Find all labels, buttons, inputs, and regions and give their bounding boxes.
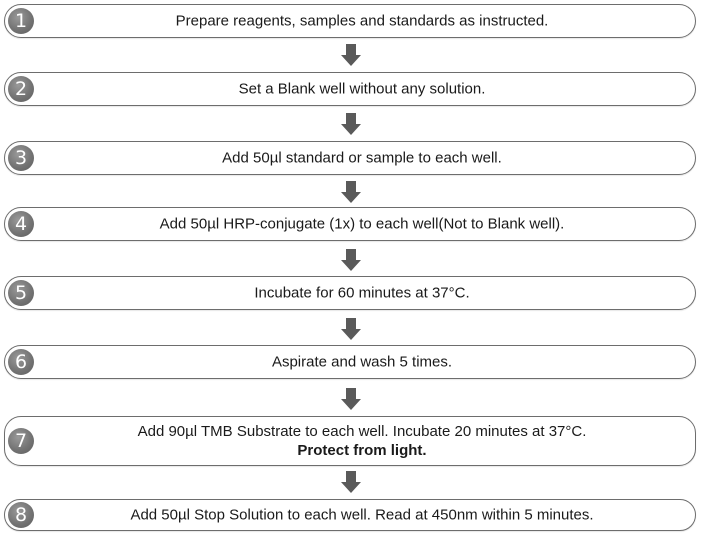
step-5-number-badge: 5 xyxy=(8,280,34,306)
down-arrow-icon xyxy=(341,113,361,135)
step-8-number-badge: 8 xyxy=(8,502,34,528)
down-arrow-icon xyxy=(341,388,361,410)
step-2-text: Set a Blank well without any solution. xyxy=(238,80,486,98)
step-1-number-badge: 1 xyxy=(8,8,34,34)
step-7-box: 7 Add 90µl TMB Substrate to each well. I… xyxy=(4,416,696,466)
step-7-number-badge: 7 xyxy=(8,428,34,454)
step-3-text: Add 50µl standard or sample to each well… xyxy=(222,149,502,167)
step-6-text: Aspirate and wash 5 times. xyxy=(271,353,453,371)
step-1-box: 1 Prepare reagents, samples and standard… xyxy=(4,4,696,38)
down-arrow-icon xyxy=(341,181,361,203)
step-8-text: Add 50µl Stop Solution to each well. Rea… xyxy=(130,506,594,524)
step-3-number-badge: 3 xyxy=(8,145,34,171)
step-2-box: 2 Set a Blank well without any solution. xyxy=(4,72,696,106)
step-6-number-badge: 6 xyxy=(8,349,34,375)
step-2-number-badge: 2 xyxy=(8,76,34,102)
step-8-box: 8 Add 50µl Stop Solution to each well. R… xyxy=(4,499,696,531)
down-arrow-icon xyxy=(341,471,361,493)
step-1-text: Prepare reagents, samples and standards … xyxy=(175,12,549,30)
step-7-text: Add 90µl TMB Substrate to each well. Inc… xyxy=(137,423,587,440)
step-4-text: Add 50µl HRP-conjugate (1x) to each well… xyxy=(159,215,565,233)
step-5-text: Incubate for 60 minutes at 37°C. xyxy=(254,284,470,302)
step-7-text-group: Add 90µl TMB Substrate to each well. Inc… xyxy=(39,422,685,460)
step-3-box: 3 Add 50µl standard or sample to each we… xyxy=(4,141,696,175)
step-7-emphasis: Protect from light. xyxy=(297,442,427,459)
step-4-box: 4 Add 50µl HRP-conjugate (1x) to each we… xyxy=(4,207,696,241)
down-arrow-icon xyxy=(341,318,361,340)
step-5-box: 5 Incubate for 60 minutes at 37°C. xyxy=(4,276,696,310)
down-arrow-icon xyxy=(341,249,361,271)
down-arrow-icon xyxy=(341,44,361,66)
step-4-number-badge: 4 xyxy=(8,211,34,237)
step-6-box: 6 Aspirate and wash 5 times. xyxy=(4,345,696,379)
